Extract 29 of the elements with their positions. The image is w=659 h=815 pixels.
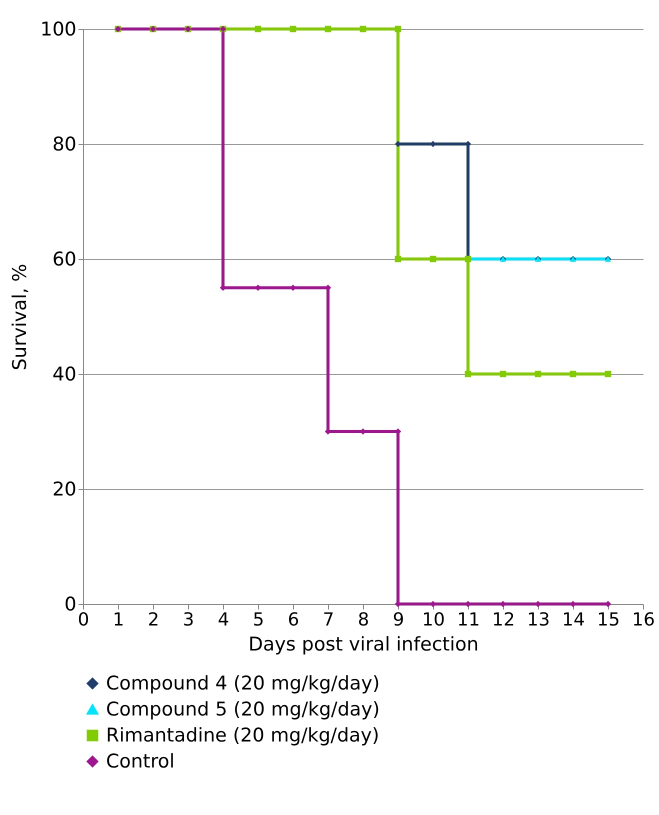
x-tick-label: 10	[422, 610, 445, 630]
y-tick-label: 100	[40, 18, 76, 40]
x-axis-title: Days post viral infection	[248, 634, 479, 656]
x-tick-label: 12	[492, 610, 515, 630]
x-tick-label: 3	[182, 610, 194, 630]
x-tick-label: 16	[632, 610, 655, 630]
y-axis-title: Survival, %	[9, 264, 32, 370]
x-tick-label: 8	[358, 610, 370, 630]
x-tick-label: 5	[252, 610, 264, 630]
x-tick-label: 1	[112, 610, 124, 630]
legend-label: Control	[106, 750, 175, 772]
x-tick-label: 7	[322, 610, 334, 630]
legend-label: Compound 4 (20 mg/kg/day)	[106, 672, 380, 694]
legend-label: Rimantadine (20 mg/kg/day)	[106, 724, 380, 746]
x-tick-label: 13	[527, 610, 550, 630]
legend-label: Compound 5 (20 mg/kg/day)	[106, 698, 380, 720]
x-tick-label: 2	[148, 610, 160, 630]
y-tick-label: 80	[52, 134, 76, 156]
y-tick-label: 0	[64, 594, 76, 616]
x-tick-label: 0	[78, 610, 90, 630]
x-tick-label: 15	[597, 610, 620, 630]
x-tick-label: 4	[218, 610, 230, 630]
x-tick-label: 14	[562, 610, 585, 630]
x-tick-label: 9	[392, 610, 404, 630]
y-tick-label: 60	[52, 248, 76, 270]
x-tick-label: 11	[457, 610, 480, 630]
y-tick-label: 20	[52, 478, 76, 500]
y-tick-label: 40	[52, 364, 76, 386]
x-tick-label: 6	[288, 610, 300, 630]
